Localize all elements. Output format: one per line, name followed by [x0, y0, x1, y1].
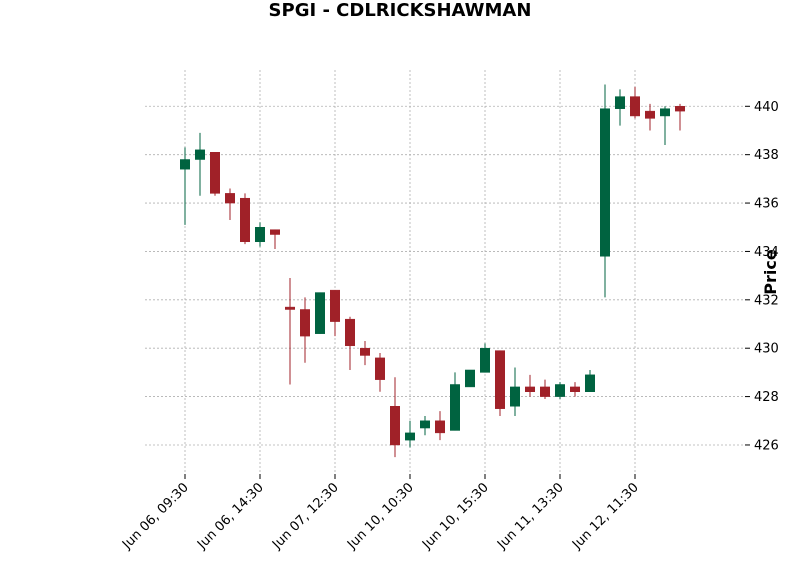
candle-body-down: [300, 309, 310, 337]
candles: [180, 84, 685, 458]
y-tick-label: 426: [754, 438, 779, 453]
candle-body-down: [390, 406, 400, 446]
y-tick-label: 430: [754, 342, 779, 357]
candle-body-down: [270, 229, 280, 235]
candle-body-down: [570, 386, 580, 392]
y-axis-label: Price: [761, 249, 780, 295]
candle-body-up: [405, 432, 415, 441]
y-tick-label: 434: [754, 245, 779, 260]
candle-body-up: [615, 96, 625, 109]
candle-body-up: [555, 384, 565, 397]
x-tick-label: Jun 10, 15:30: [419, 480, 492, 553]
candle-body-up: [585, 374, 595, 392]
candle-body-down: [375, 357, 385, 380]
candle-body-up: [315, 292, 325, 334]
candle-body-down: [675, 106, 685, 112]
y-tick-label: 436: [754, 197, 779, 212]
candle-body-up: [600, 108, 610, 257]
x-tick-label: Jun 06, 14:30: [194, 480, 267, 553]
candle-body-down: [525, 386, 535, 392]
candle-body-up: [180, 159, 190, 170]
x-tick-label: Jun 06, 09:30: [119, 480, 192, 553]
candle-body-down: [645, 110, 655, 119]
candle-body-down: [495, 350, 505, 409]
candle-body-down: [210, 152, 220, 194]
candle-body-up: [480, 347, 490, 373]
y-tick-label: 432: [754, 293, 779, 308]
candle-body-down: [285, 306, 295, 310]
candle-body-down: [345, 318, 355, 347]
y-tick-label: 440: [754, 100, 779, 115]
candle-body-down: [630, 96, 640, 117]
grid: [145, 70, 745, 474]
candle-body-down: [360, 347, 370, 356]
chart-title: SPGI - CDLRICKSHAWMAN: [268, 0, 532, 21]
x-tick-label: Jun 10, 10:30: [344, 480, 417, 553]
candle-body-up: [255, 226, 265, 243]
x-tick-label: Jun 12, 11:30: [569, 480, 642, 553]
candle-body-up: [195, 149, 205, 160]
y-tick-label: 428: [754, 390, 779, 405]
y-tick-label: 438: [754, 148, 779, 163]
candle-body-down: [225, 193, 235, 204]
candle-body-down: [240, 197, 250, 243]
candle-body-up: [510, 386, 520, 407]
candle-body-down: [330, 289, 340, 322]
candle-body-up: [465, 369, 475, 388]
x-tick-label: Jun 07, 12:30: [269, 480, 342, 553]
candle-body-up: [660, 108, 670, 117]
candle-body-down: [540, 386, 550, 397]
candle-body-up: [420, 420, 430, 429]
candle-body-up: [450, 384, 460, 431]
x-tick-label: Jun 11, 13:30: [494, 480, 567, 553]
candle-body-down: [435, 420, 445, 434]
